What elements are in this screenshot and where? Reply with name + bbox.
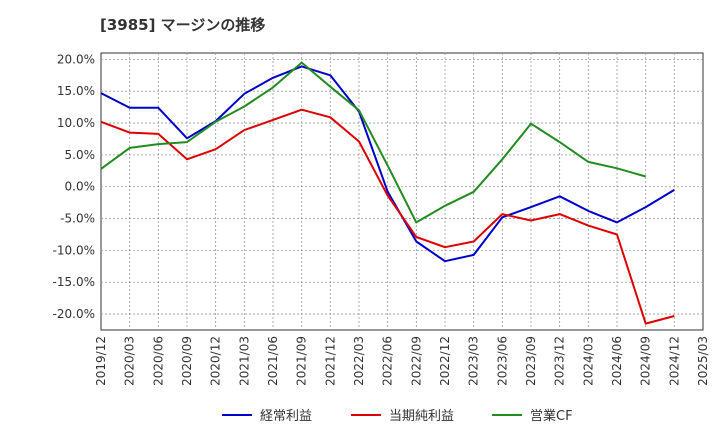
y-tick-label: -10.0% — [53, 243, 95, 257]
plot-area — [100, 52, 704, 331]
y-tick-label: 0.0% — [65, 180, 96, 194]
chart-title: [3985] マージンの推移 — [100, 16, 266, 34]
legend-label-0: 経常利益 — [260, 409, 312, 424]
x-tick-label: 2024/06 — [610, 336, 624, 386]
y-tick-label: -15.0% — [53, 275, 95, 289]
x-tick-label: 2023/03 — [467, 336, 481, 386]
x-tick-label: 2020/09 — [180, 336, 194, 386]
x-tick-label: 2023/06 — [495, 336, 509, 386]
y-tick-label: 5.0% — [65, 148, 96, 162]
x-tick-label: 2024/03 — [581, 336, 595, 386]
x-tick-label: 2021/03 — [237, 336, 251, 386]
x-tick-label: 2021/09 — [295, 336, 309, 386]
x-tick-label: 2019/12 — [94, 336, 108, 386]
x-tick-label: 2024/12 — [667, 336, 681, 386]
y-tick-label: 10.0% — [57, 116, 95, 130]
series-line-1 — [100, 108, 675, 325]
x-tick-label: 2020/03 — [123, 336, 137, 386]
x-tick-label: 2025/03 — [696, 336, 710, 386]
x-tick-label: 2022/03 — [352, 336, 366, 386]
x-tick-label: 2023/12 — [553, 336, 567, 386]
x-tick-label: 2022/06 — [381, 336, 395, 386]
x-tick-label: 2020/12 — [209, 336, 223, 386]
x-tick-label: 2023/09 — [524, 336, 538, 386]
y-tick-label: 20.0% — [57, 52, 95, 66]
x-tick-label: 2021/12 — [323, 336, 337, 386]
x-tick-label: 2021/06 — [266, 336, 280, 386]
y-tick-label: -20.0% — [53, 307, 95, 321]
y-tick-label: 15.0% — [57, 84, 95, 98]
legend-label-1: 当期純利益 — [389, 409, 454, 424]
x-tick-label: 2022/09 — [409, 336, 423, 386]
legend-label-2: 営業CF — [530, 408, 573, 424]
x-tick-label: 2024/09 — [639, 336, 653, 386]
series-line-2 — [100, 61, 646, 224]
y-tick-label: -5.0% — [60, 212, 95, 226]
x-tick-label: 2022/12 — [438, 336, 452, 386]
series-line-0 — [100, 65, 675, 263]
x-tick-label: 2020/06 — [151, 336, 165, 386]
